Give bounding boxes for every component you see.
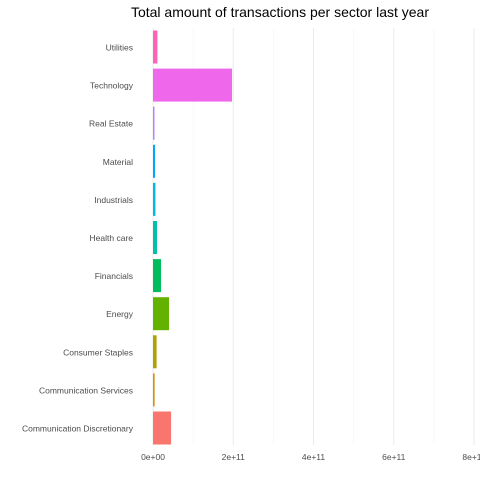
category-label: Utilities (106, 43, 133, 53)
bar-industrials (153, 182, 156, 216)
category-label: Industrials (94, 195, 133, 205)
bar-health-care (153, 221, 158, 254)
x-tick-label: 2e+11 (222, 452, 246, 462)
category-label: Material (103, 157, 133, 167)
bar-consumer-staples (153, 335, 157, 369)
x-tick-label: 6e+11 (382, 452, 406, 462)
bar-communication-services (153, 373, 155, 407)
category-label: Communication Discretionary (22, 424, 134, 434)
category-label: Real Estate (89, 119, 133, 129)
category-label: Technology (90, 81, 134, 91)
category-label: Financials (95, 271, 133, 281)
category-label: Consumer Staples (63, 347, 133, 357)
x-tick-label: 0e+00 (141, 452, 165, 462)
x-tick-label: 8e+11 (462, 452, 480, 462)
bar-energy (153, 297, 170, 331)
axis-layer: Communication Discretionary Communication… (22, 43, 480, 463)
category-label: Health care (90, 233, 134, 243)
bar-technology (153, 68, 233, 102)
bar-communication-discretionary (153, 411, 172, 445)
bar-financials (153, 259, 162, 293)
bar-material (153, 144, 156, 178)
category-label: Communication Services (39, 385, 133, 395)
bar-real-estate (153, 106, 155, 140)
bar-utilities (153, 30, 158, 64)
chart-title: Total amount of transactions per sector … (131, 4, 429, 20)
bar-layer (153, 30, 233, 445)
category-label: Energy (106, 309, 134, 319)
x-tick-label: 4e+11 (302, 452, 326, 462)
